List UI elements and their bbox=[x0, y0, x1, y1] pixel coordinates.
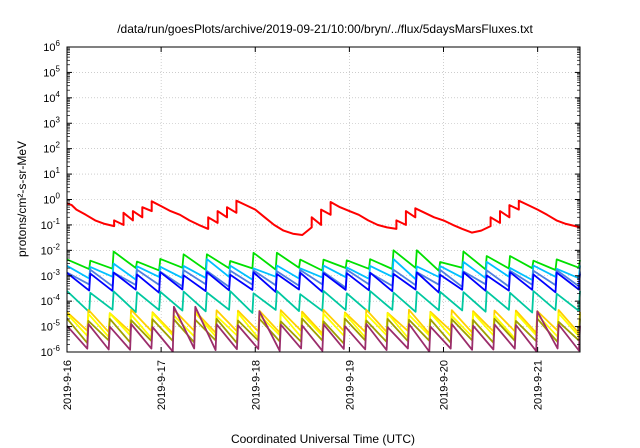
grid bbox=[67, 47, 580, 352]
y-tick-label: 10-6 bbox=[41, 344, 61, 359]
y-tick-label: 100 bbox=[43, 192, 60, 207]
y-tick-label: 105 bbox=[43, 64, 60, 79]
y-axis: 10-6 10-5 10-4 10-3 10-2 10-1 100 101 102 103 104 1… bbox=[41, 39, 580, 359]
x-axis: 2019-9-16 2019-9-17 2019-9-18 2019-9-19 2019… bbox=[62, 47, 545, 410]
series-line-5 bbox=[66, 290, 581, 314]
series-group bbox=[66, 199, 581, 353]
series-line-4 bbox=[66, 271, 581, 294]
y-tick-label: 10-3 bbox=[41, 268, 61, 283]
y-tick-label: 104 bbox=[43, 90, 60, 105]
series-line-9 bbox=[66, 305, 581, 353]
x-tick-label: 2019-9-18 bbox=[250, 360, 262, 410]
y-tick-label: 10-5 bbox=[41, 319, 61, 334]
y-axis-label: protons/cm²-s-sr-MeV bbox=[15, 141, 29, 257]
x-tick-label: 2019-9-17 bbox=[156, 360, 168, 410]
series-line-6 bbox=[66, 308, 581, 335]
y-tick-label: 103 bbox=[43, 115, 60, 130]
x-tick-label: 2019-9-16 bbox=[62, 360, 74, 410]
y-tick-label: 102 bbox=[43, 141, 60, 156]
x-tick-label: 2019-9-20 bbox=[439, 360, 451, 410]
plot-frame bbox=[66, 46, 581, 353]
chart-title: /data/run/goesPlots/archive/2019-09-21/1… bbox=[117, 22, 533, 36]
series-line-8 bbox=[66, 317, 581, 345]
series-line-0 bbox=[66, 199, 581, 236]
y-tick-label: 106 bbox=[43, 39, 60, 54]
x-tick-label: 2019-9-21 bbox=[533, 360, 545, 410]
y-tick-label: 101 bbox=[43, 166, 60, 181]
x-tick-label: 2019-9-19 bbox=[344, 360, 356, 410]
x-axis-label: Coordinated Universal Time (UTC) bbox=[231, 432, 415, 446]
y-tick-label: 10-1 bbox=[41, 217, 61, 232]
series-line-7 bbox=[66, 312, 581, 340]
y-tick-label: 10-2 bbox=[41, 242, 61, 257]
y-tick-label: 10-4 bbox=[41, 293, 61, 308]
